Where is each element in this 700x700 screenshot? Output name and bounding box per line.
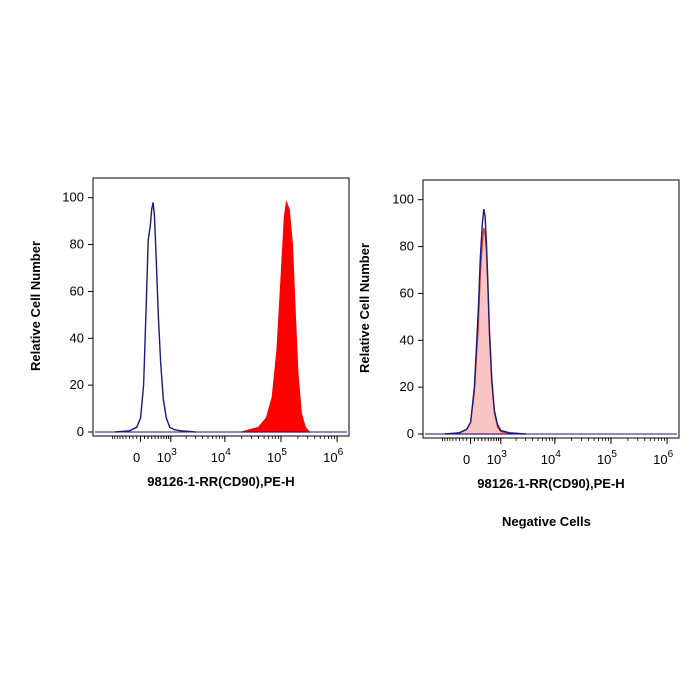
y-axis-title: Relative Cell Number	[28, 241, 43, 371]
x-tick-exponent: 5	[611, 449, 617, 460]
x-tick-label: 104	[541, 449, 561, 467]
y-tick-label: 60	[400, 285, 414, 300]
x-tick-exponent: 5	[281, 447, 287, 458]
series-layer	[95, 200, 347, 433]
y-tick-label: 80	[70, 237, 84, 252]
x-tick-exponent: 4	[225, 447, 231, 458]
x-tick-exponent: 3	[501, 449, 507, 460]
x-tick-label: 106	[323, 447, 343, 465]
y-tick-label: 20	[70, 377, 84, 392]
y-axis-ticks: 0 20 40 60 80 100	[392, 192, 423, 441]
x-axis-title: 98126-1-RR(CD90),PE-H	[477, 476, 624, 491]
x-tick-exponent: 6	[668, 449, 674, 460]
histogram-panel-negative: 0 20 40 60 80 100 0 103 104 105 106 Relative Cell…	[357, 179, 680, 491]
panel-caption-negative-cells: Negative Cells	[502, 514, 591, 529]
x-tick-label: 104	[211, 447, 231, 465]
y-axis-ticks: 0 20 40 60 80 100	[62, 190, 93, 439]
y-tick-label: 40	[70, 330, 84, 345]
y-tick-label: 80	[400, 239, 414, 254]
x-tick-label: 105	[267, 447, 287, 465]
y-tick-label: 100	[62, 190, 84, 205]
histogram-panel-cd90: 0 20 40 60 80 100 0 103 104 105 106 Relative Cell…	[28, 177, 350, 489]
histogram-outline-series	[444, 208, 526, 435]
y-tick-label: 20	[400, 379, 414, 394]
x-tick-exponent: 6	[338, 447, 344, 458]
x-tick-label: 0	[133, 450, 140, 465]
y-tick-label: 100	[392, 192, 414, 207]
x-axis-ticks: 0 103 104 105 106	[112, 436, 344, 465]
x-tick-label: 105	[597, 449, 617, 467]
histogram-filled-series	[241, 200, 311, 433]
x-tick-label: 103	[157, 447, 177, 465]
series-layer	[425, 208, 677, 435]
y-tick-label: 0	[77, 424, 84, 439]
y-tick-label: 40	[400, 332, 414, 347]
histogram-outline-series	[114, 202, 196, 433]
x-tick-exponent: 3	[171, 447, 177, 458]
x-axis-ticks: 0 103 104 105 106	[442, 438, 674, 467]
x-tick-label: 106	[653, 449, 673, 467]
histogram-filled-series	[444, 227, 526, 435]
x-tick-label: 0	[463, 452, 470, 467]
x-tick-exponent: 4	[555, 449, 561, 460]
y-tick-label: 60	[70, 283, 84, 298]
x-axis-title: 98126-1-RR(CD90),PE-H	[147, 474, 294, 489]
x-tick-label: 103	[487, 449, 507, 467]
plot-frame	[92, 177, 350, 437]
plot-frame	[422, 179, 680, 439]
y-axis-title: Relative Cell Number	[357, 243, 372, 373]
y-tick-label: 0	[407, 426, 414, 441]
